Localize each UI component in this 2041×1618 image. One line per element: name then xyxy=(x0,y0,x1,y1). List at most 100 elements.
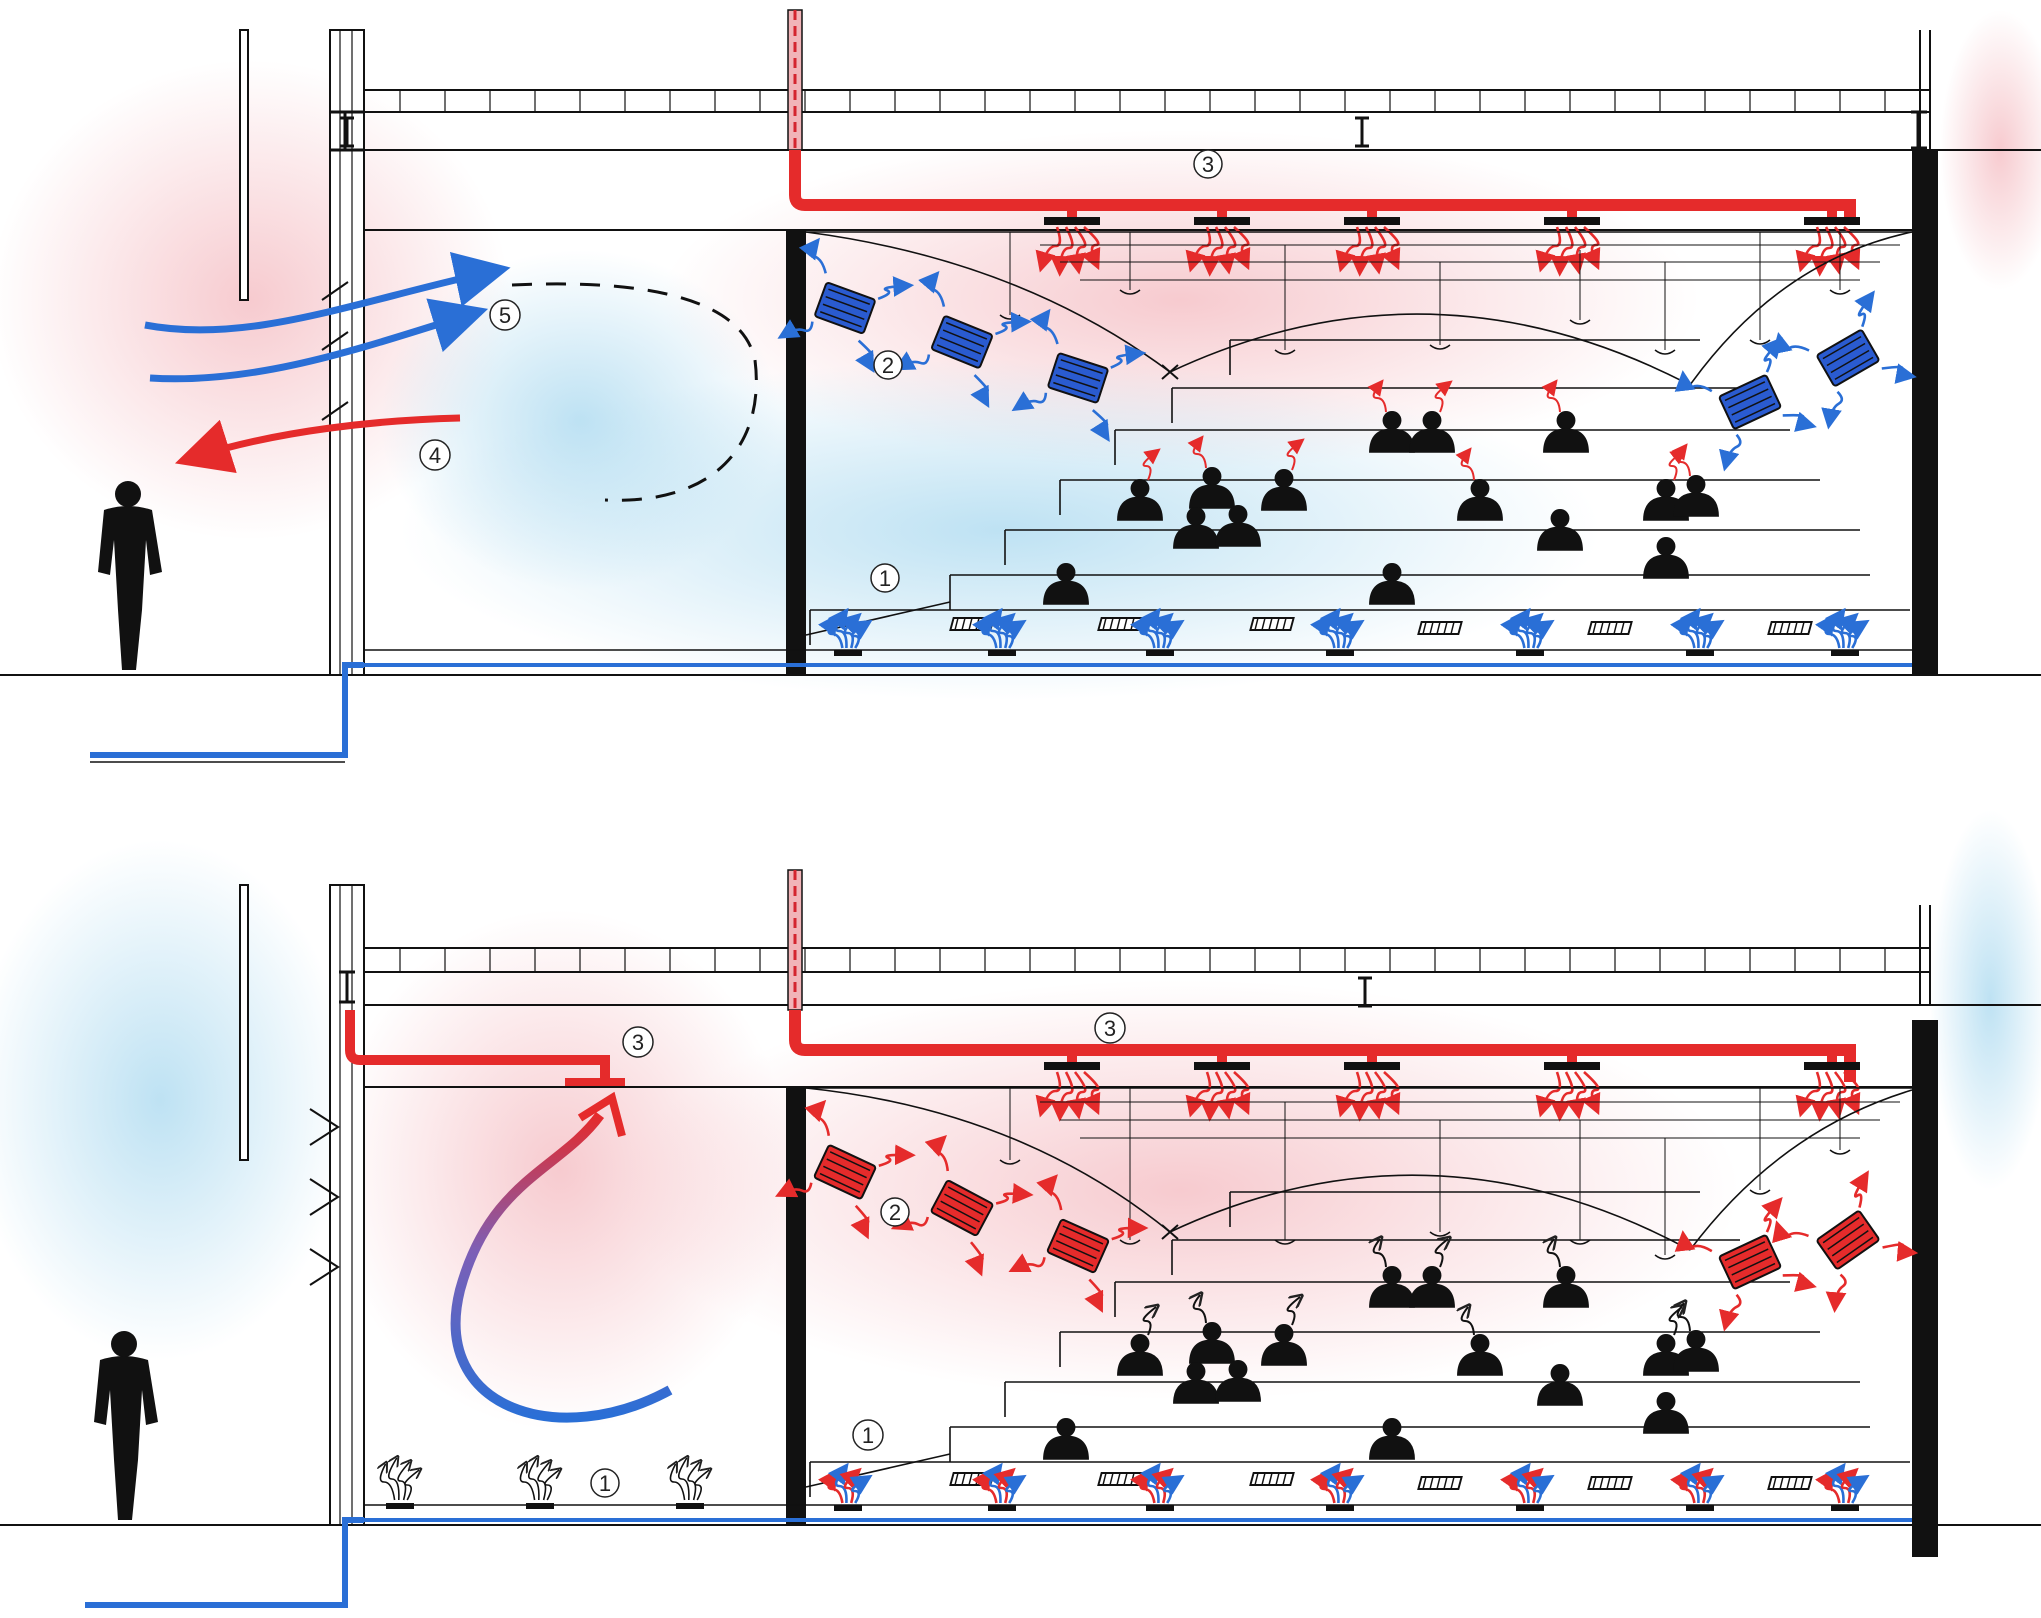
airflow-squiggle-arrow xyxy=(775,1178,813,1198)
airflow-squiggle-arrow xyxy=(1841,1071,1861,1116)
air-outlet-icon xyxy=(1249,1472,1295,1486)
airflow-squiggle-arrow xyxy=(970,374,990,409)
airflow-squiggle-arrow xyxy=(850,1204,870,1240)
body xyxy=(1189,1339,1235,1364)
grille xyxy=(1767,1476,1813,1490)
diffuser-stem xyxy=(1067,1050,1077,1064)
diffuser-stem xyxy=(1367,1050,1377,1064)
body xyxy=(1173,524,1219,549)
roof-slab-joints xyxy=(399,90,1886,112)
air-outlet-icon xyxy=(1535,1050,1601,1122)
head xyxy=(1186,1361,1206,1381)
airflow-squiggle-arrow xyxy=(1691,1467,1714,1504)
airflow-squiggle-arrow xyxy=(1050,1071,1074,1122)
body xyxy=(1409,1283,1455,1308)
airflow-squiggle-arrow xyxy=(1881,363,1917,384)
radiator-fin xyxy=(829,1151,871,1172)
body xyxy=(1543,428,1589,453)
airflow-squiggle-arrow xyxy=(1084,1278,1104,1313)
airflow-squiggle-arrow xyxy=(1089,409,1110,442)
diffuser-stem xyxy=(1567,205,1577,219)
airflow-squiggle-arrow xyxy=(1462,1307,1475,1336)
airflow-squiggle-arrow xyxy=(777,319,814,339)
pendant-lamp-icon xyxy=(1829,1088,1851,1155)
grille-slat xyxy=(1282,1472,1287,1486)
airflow-squiggle-arrow xyxy=(679,1458,690,1501)
grille-slat xyxy=(1800,1476,1805,1490)
airflow-squiggle-arrow xyxy=(1772,1220,1809,1244)
person-silhouette-icon xyxy=(1543,1265,1589,1308)
airflow-squiggle-arrow xyxy=(1846,1474,1870,1504)
radiator-fin xyxy=(819,1172,861,1193)
floor-outlet-plate xyxy=(1831,1505,1859,1511)
body xyxy=(1215,1377,1261,1402)
airflow-squiggle-arrow xyxy=(1531,619,1555,649)
head xyxy=(1656,536,1676,556)
person-silhouette-icon xyxy=(1643,1391,1689,1434)
section-top: 3 2 5 4 1 xyxy=(0,9,2041,763)
radiator-fin xyxy=(939,336,982,355)
airflow-squiggle-arrow xyxy=(827,607,849,649)
airflow-squiggle-arrow xyxy=(1719,1293,1742,1332)
radiator-icon xyxy=(1011,308,1147,442)
person-silhouette-icon xyxy=(1409,1265,1455,1308)
airflow-squiggle-arrow xyxy=(1003,619,1027,649)
airflow-squiggle-arrow xyxy=(1035,1071,1062,1118)
airflow-squiggle-arrow xyxy=(1331,1467,1354,1504)
airflow-squiggle-arrow xyxy=(1151,612,1174,649)
person-silhouette-icon xyxy=(1369,410,1415,453)
pendant-lamp-icon xyxy=(1749,232,1771,345)
lamp-shade xyxy=(1749,1189,1771,1195)
airflow-squiggle-arrow xyxy=(670,1464,686,1501)
grille-slat xyxy=(1109,617,1114,631)
grille xyxy=(1249,617,1295,631)
radiator-icon xyxy=(1772,290,1917,430)
grille-slat xyxy=(1261,1472,1266,1486)
floor-outlet-plate xyxy=(1831,650,1859,656)
airflow-squiggle-arrow xyxy=(1500,613,1526,649)
airflow-squiggle-arrow xyxy=(1761,336,1783,373)
body xyxy=(1643,1409,1689,1434)
air-outlet-icon xyxy=(1097,1472,1143,1486)
grille-slat xyxy=(961,1472,966,1486)
callout: 1 xyxy=(852,1419,884,1451)
callout-duct: 3 xyxy=(1104,1016,1116,1041)
body xyxy=(1261,1341,1307,1366)
airflow-squiggle-arrow xyxy=(839,612,862,649)
person-silhouette-icon xyxy=(1215,1359,1261,1402)
airflow-squiggle-arrow xyxy=(964,1241,984,1277)
airflow-squiggle-arrow xyxy=(1521,612,1544,649)
air-outlet-icon xyxy=(1097,617,1143,631)
airflow-squiggle-arrow xyxy=(893,351,931,371)
airflow-squiggle-arrow xyxy=(1671,443,1691,477)
radiator-body xyxy=(1047,352,1109,404)
floor-plenum xyxy=(85,1504,1912,1608)
airflow-plume xyxy=(1815,607,1870,656)
callout: 3 xyxy=(1193,149,1223,179)
head xyxy=(1202,466,1222,486)
airflow-squiggle-arrow xyxy=(1668,1307,1682,1336)
head xyxy=(1422,1265,1442,1285)
grille-slat xyxy=(1116,617,1121,631)
radiator-fin xyxy=(1734,1262,1776,1283)
body xyxy=(1189,484,1235,509)
body xyxy=(1673,492,1719,517)
airflow-plume xyxy=(1130,607,1185,656)
grille-slat xyxy=(1123,1472,1128,1486)
airflow-squiggle-arrow xyxy=(1335,226,1362,273)
grille xyxy=(1249,1472,1295,1486)
hall-warm-wash xyxy=(620,980,1740,1400)
i-beam xyxy=(340,116,1369,148)
person-silhouette-icon xyxy=(1173,1361,1219,1404)
head xyxy=(1470,1333,1490,1353)
grille-slat xyxy=(1443,1476,1448,1490)
airflow-squiggle-arrow xyxy=(1011,391,1048,412)
radiator-fin xyxy=(1831,1230,1869,1257)
radiator-fin xyxy=(1062,1225,1104,1245)
radiator-fin xyxy=(1834,356,1874,381)
grille-slat xyxy=(954,1472,959,1486)
head xyxy=(1686,474,1706,494)
air-outlet-icon xyxy=(1587,621,1633,635)
airflow-squiggle-arrow xyxy=(389,1458,400,1501)
pendant-lamp-icon xyxy=(1119,1088,1141,1245)
